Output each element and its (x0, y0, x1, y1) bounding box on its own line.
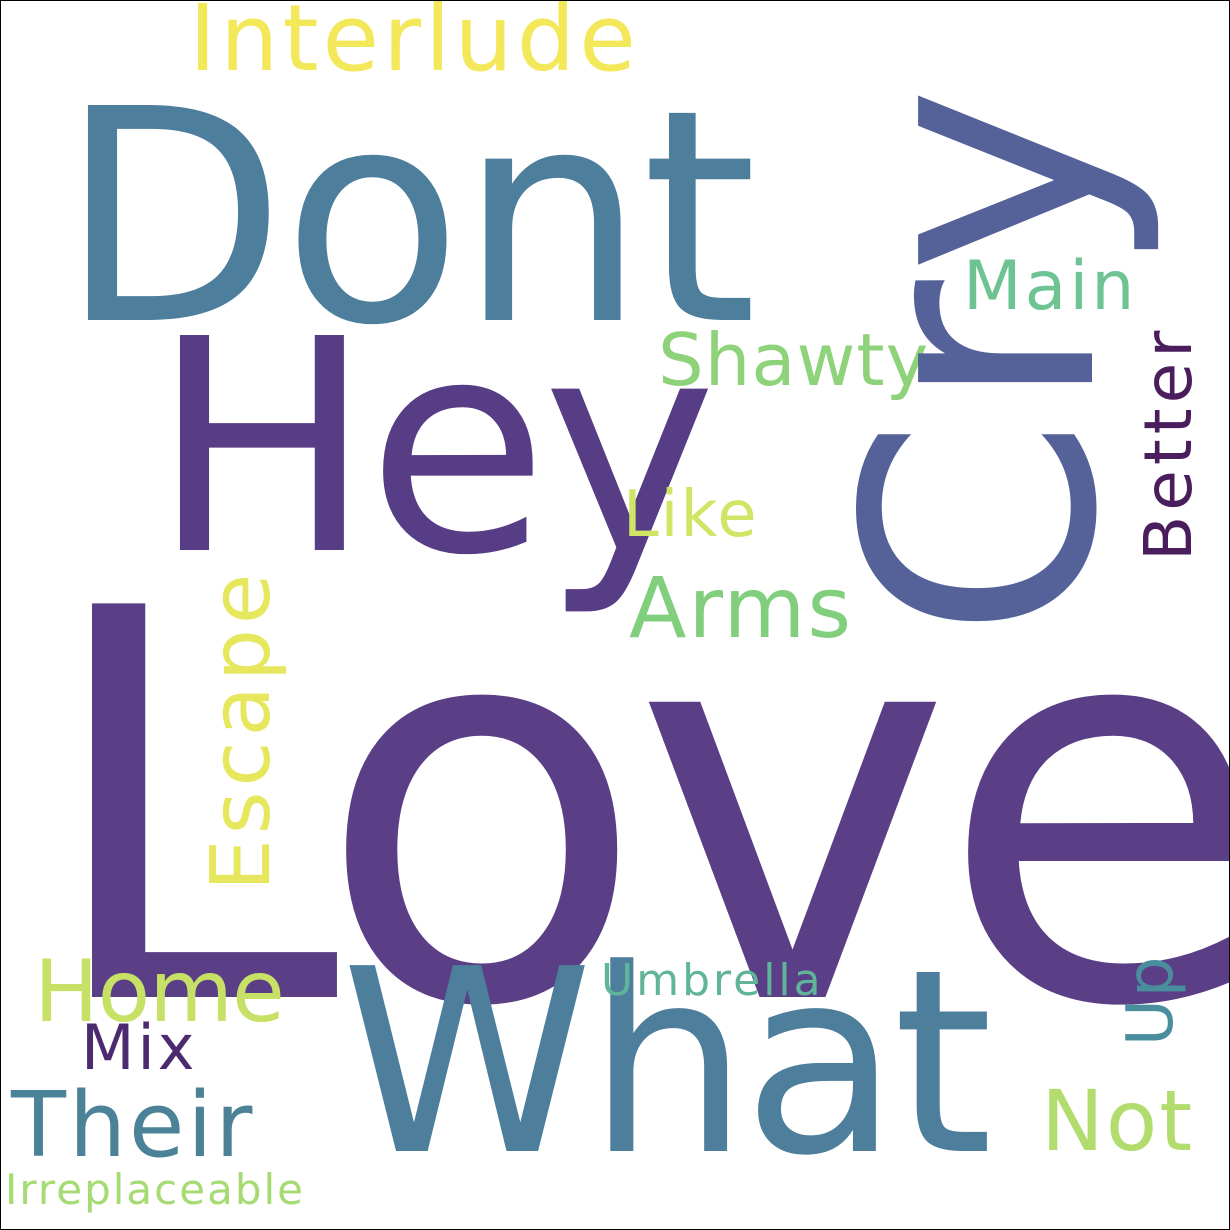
word-better: Better (1130, 325, 1207, 561)
word-irreplaceable: Irreplaceable (5, 1165, 306, 1214)
word-mix: Mix (81, 1011, 198, 1084)
word-their: Their (11, 1073, 256, 1178)
word-love: Love (39, 497, 1230, 1125)
word-main: Main (963, 247, 1138, 326)
word-cry: Cry (797, 80, 1167, 639)
word-shawty: Shawty (658, 318, 930, 402)
word-arms: Arms (629, 559, 854, 657)
word-not: Not (1041, 1072, 1195, 1170)
word-interlude: Interlude (189, 0, 640, 92)
word-dont: Dont (59, 46, 757, 390)
word-hey: Hey (151, 276, 717, 620)
word-like: Like (623, 478, 759, 552)
word-umbrella: Umbrella (601, 955, 824, 1006)
word-escape: Escape (194, 568, 289, 891)
word-what: What (341, 915, 993, 1212)
word-up: Up (1114, 954, 1188, 1046)
word-home: Home (34, 942, 285, 1042)
